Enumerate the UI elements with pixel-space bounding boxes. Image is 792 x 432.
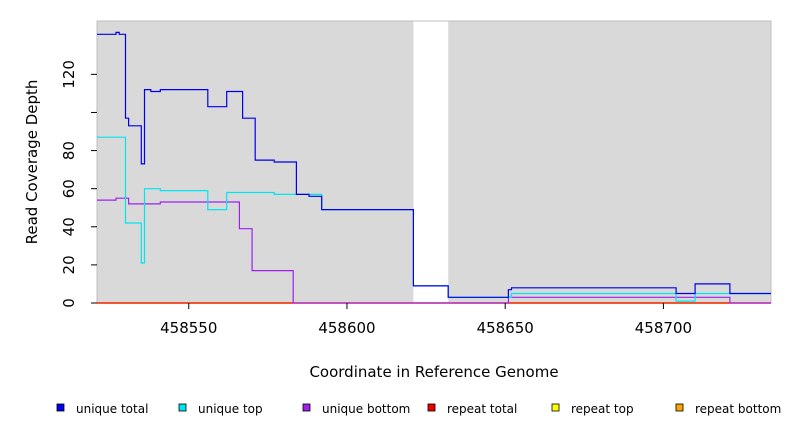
y-axis-title: Read Coverage Depth [23,80,41,245]
y-tick-label: 20 [60,255,78,274]
legend-swatch-unique-bottom [302,403,311,412]
y-axis: 0 20 40 60 80 120 [60,60,97,308]
y-tick-label: 80 [60,141,78,160]
x-tick-label: 458650 [477,319,534,337]
legend-label-repeat-bottom: repeat bottom [695,402,781,416]
legend-label-unique-total: unique total [76,402,148,416]
legend-label-unique-top: unique top [198,402,263,416]
y-tick-label: 60 [60,179,78,198]
x-axis: 458550 458600 458650 458700 [160,303,692,337]
shaded-region-2 [448,21,771,303]
series-line-unique-total [97,31,771,298]
x-tick-label: 458600 [318,319,375,337]
legend-label-repeat-top: repeat top [571,402,634,416]
y-tick-label: 120 [60,60,78,89]
legend-swatch-repeat-total [427,403,436,412]
shaded-region-1 [97,21,414,303]
legend-swatch-unique-total [56,403,65,412]
legend-label-unique-bottom: unique bottom [322,402,410,416]
y-tick-label: 40 [60,217,78,236]
legend-label-repeat-total: repeat total [447,402,517,416]
legend: unique total unique top unique bottom repea… [56,402,781,416]
shaded-regions [97,21,771,303]
x-tick-label: 458700 [635,319,692,337]
legend-swatch-repeat-top [551,403,560,412]
legend-swatch-unique-top [178,403,187,412]
x-tick-label: 458550 [160,319,217,337]
legend-swatch-repeat-bottom [675,403,684,412]
y-tick-label: 0 [60,298,78,308]
series-layer [97,31,771,304]
x-axis-title: Coordinate in Reference Genome [309,363,558,381]
